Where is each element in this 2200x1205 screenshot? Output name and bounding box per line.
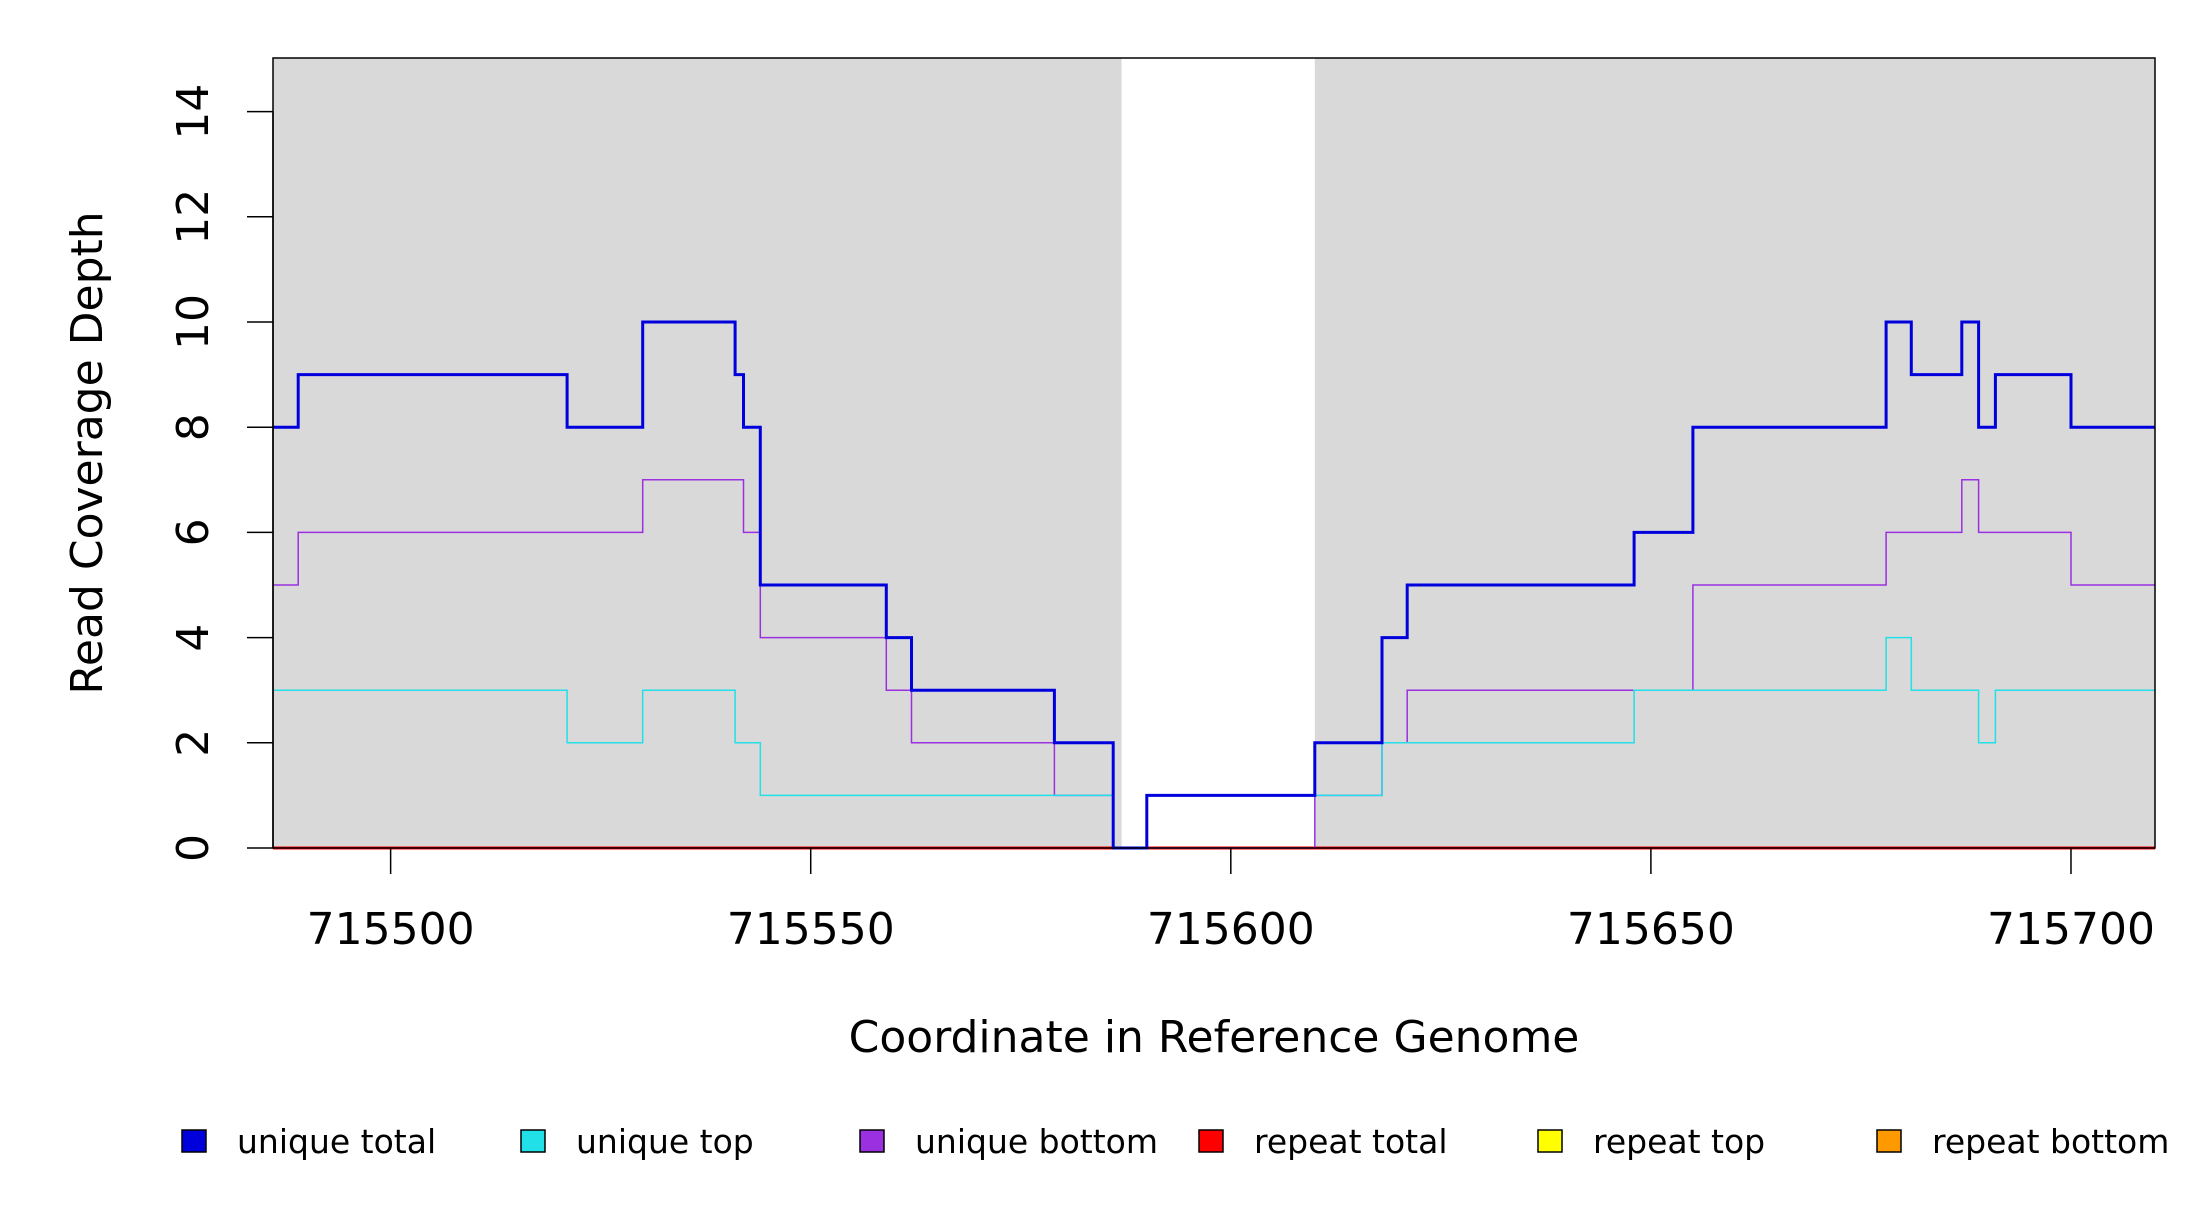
- legend-label: repeat total: [1254, 1122, 1448, 1161]
- legend: unique total unique top unique bottom repea…: [181, 1122, 2169, 1161]
- legend-label: repeat bottom: [1932, 1122, 2169, 1161]
- legend-swatch: [520, 1129, 546, 1153]
- legend-item: unique total: [181, 1122, 436, 1161]
- legend-swatch: [1876, 1129, 1902, 1153]
- x-tick-label: 715650: [1567, 904, 1735, 955]
- legend-swatch: [1537, 1129, 1563, 1153]
- axes-layer: 715500 715550 715600 715650 715700 0 2 4 6 8 10 12 1…: [168, 84, 2155, 955]
- x-tick-label: 715700: [1987, 904, 2155, 955]
- y-tick-label: 0: [168, 834, 219, 862]
- gap-region: [1121, 58, 1315, 848]
- x-tick-label: 715600: [1147, 904, 1315, 955]
- plot-background-layer: [273, 58, 2155, 848]
- legend-swatch: [181, 1129, 207, 1153]
- y-axis-title: Read Coverage Depth: [62, 211, 113, 694]
- x-axis-title: Coordinate in Reference Genome: [849, 1012, 1580, 1063]
- x-tick-label: 715550: [727, 904, 895, 955]
- legend-label: unique top: [576, 1122, 754, 1161]
- x-tick-label: 715500: [307, 904, 475, 955]
- y-tick-label: 10: [168, 294, 219, 350]
- y-tick-label: 8: [168, 413, 219, 441]
- legend-item: unique top: [520, 1122, 754, 1161]
- legend-item: repeat bottom: [1876, 1122, 2169, 1161]
- legend-label: unique bottom: [915, 1122, 1158, 1161]
- y-tick-label: 12: [168, 189, 219, 245]
- legend-item: repeat top: [1537, 1122, 1765, 1161]
- legend-item: repeat total: [1198, 1122, 1448, 1161]
- y-tick-label: 14: [168, 84, 219, 140]
- series-line-unique-total: [273, 320, 2155, 850]
- legend-swatch: [1198, 1129, 1224, 1153]
- y-tick-label: 6: [168, 518, 219, 546]
- legend-label: repeat top: [1593, 1122, 1765, 1161]
- y-tick-label: 2: [168, 729, 219, 757]
- legend-label: unique total: [237, 1122, 436, 1161]
- legend-swatch: [859, 1129, 885, 1153]
- legend-item: unique bottom: [859, 1122, 1158, 1161]
- y-tick-label: 4: [168, 624, 219, 652]
